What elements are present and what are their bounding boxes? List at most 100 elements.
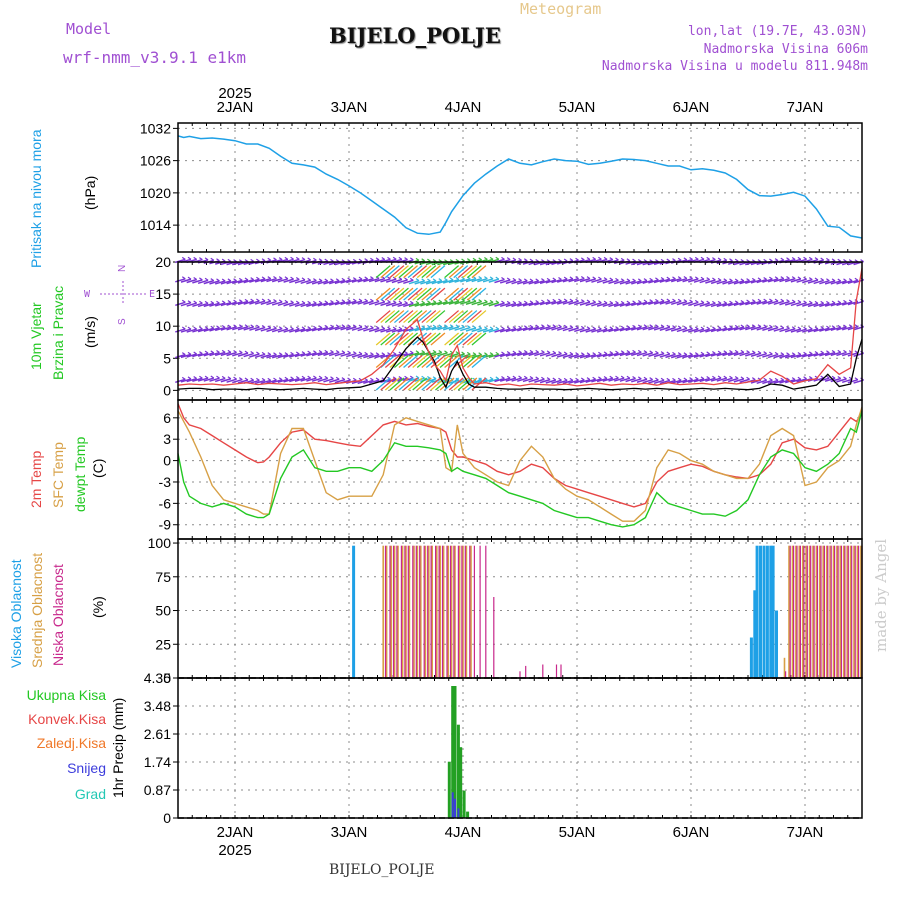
wind-arrow — [408, 302, 420, 308]
wind-arrow — [420, 280, 431, 285]
wind-arrow — [197, 279, 209, 285]
wind-arrow — [642, 378, 653, 384]
wind-arrow-head — [352, 377, 357, 381]
wind-arrow — [363, 300, 374, 305]
wind-arrow-head — [193, 276, 198, 280]
wind-arrow-head — [751, 324, 756, 328]
wind-arrow-head — [501, 375, 505, 379]
wind-arrow — [784, 301, 796, 306]
wind-arrow — [340, 300, 351, 306]
wind-arrow-head — [563, 324, 568, 328]
storm-arrow — [416, 332, 432, 346]
storm-arrow — [430, 265, 446, 279]
storm-arrow — [375, 332, 391, 346]
wind-arrow-head — [763, 258, 768, 262]
y-tick-label: 1014 — [140, 217, 171, 233]
wind-arrow — [693, 278, 705, 283]
wind-arrow-head — [238, 277, 243, 281]
wind-arrow-head — [535, 258, 540, 262]
high-cloud-bar — [769, 545, 773, 678]
wind-arrow — [733, 326, 745, 331]
wind-arrow-head — [518, 350, 522, 354]
wind-arrow — [847, 325, 859, 331]
low-cloud-bar — [793, 545, 795, 678]
wind-arrow — [300, 352, 311, 357]
storm-arrow — [398, 265, 414, 279]
wind-arrow — [368, 300, 380, 306]
wind-arrow-head — [786, 377, 790, 381]
wind-arrow — [351, 326, 363, 331]
low-cloud-bar — [453, 545, 455, 678]
wind-arrow — [545, 326, 556, 331]
wind-arrow-head — [364, 377, 369, 381]
low-cloud-bar — [806, 545, 808, 678]
wind-arrow-head — [774, 325, 779, 329]
wind-arrow-head — [575, 276, 579, 280]
wind-arrow-head — [660, 258, 665, 262]
wind-arrow — [585, 328, 596, 333]
wind-arrow-head — [392, 256, 397, 260]
low-cloud-bar — [851, 545, 853, 678]
low-cloud-bar — [392, 545, 395, 678]
wind-arrow-head — [717, 277, 722, 281]
wind-arrow-head — [677, 276, 682, 280]
bottom-x-tick-label: 2JAN — [217, 824, 254, 841]
wind-arrow — [796, 378, 807, 383]
wind-arrow-head — [250, 377, 255, 381]
wind-arrow-head — [427, 258, 431, 262]
wind-arrow-head — [392, 276, 397, 280]
wind-arrow — [522, 377, 534, 383]
wind-arrow — [813, 352, 824, 357]
wind-arrow-head — [689, 299, 693, 303]
wind-arrow-head — [381, 257, 386, 261]
wind-arrow-head — [563, 298, 568, 302]
storm-arrow — [403, 287, 418, 301]
wind-arrow-head — [586, 326, 591, 330]
wind-arrow — [773, 300, 784, 306]
wind-arrow-head — [808, 326, 813, 330]
wind-arrow — [756, 352, 767, 358]
wind-arrow-head — [649, 350, 654, 354]
wind-arrow — [807, 352, 819, 358]
wind-arrow-head — [592, 299, 597, 303]
storm-arrow — [394, 265, 409, 279]
storm-arrow — [407, 310, 423, 324]
wind-arrow — [585, 301, 596, 307]
wind-arrow — [830, 302, 841, 307]
wind-arrow-head — [563, 276, 568, 280]
low-cloud-bar — [412, 545, 414, 678]
wind-arrow-head — [181, 276, 186, 280]
storm-arrow — [444, 310, 460, 324]
storm-arrow — [398, 287, 414, 301]
wind-arrow-head — [626, 300, 631, 304]
wind-arrow — [653, 278, 665, 284]
wind-arrow-head — [803, 276, 807, 280]
wind-arrow — [431, 326, 442, 331]
wind-arrow-head — [421, 258, 426, 262]
wind-arrow — [562, 379, 574, 385]
wind-arrow-head — [774, 377, 779, 381]
storm-arrow — [380, 377, 396, 391]
storm-arrow — [421, 354, 437, 368]
mid-cloud-bar — [805, 545, 807, 678]
wind-arrow-head — [848, 299, 853, 303]
wind-arrow — [442, 279, 454, 284]
wind-arrow-head — [341, 350, 346, 354]
storm-arrow — [448, 287, 464, 301]
wind-arrow — [807, 328, 819, 333]
wind-arrow-head — [580, 325, 585, 329]
wind-arrow-head — [848, 278, 853, 282]
wind-arrow — [420, 302, 431, 307]
storm-arrow — [421, 377, 437, 391]
wind-arrow-head — [552, 350, 557, 354]
wind-arrow-head — [575, 325, 579, 329]
wind-arrow — [739, 326, 750, 331]
wind-arrow — [847, 279, 859, 285]
storm-arrow — [466, 354, 482, 368]
wind-arrow — [311, 351, 323, 357]
wind-arrow — [197, 377, 209, 382]
wind-arrow-head — [398, 326, 403, 330]
wind-arrow — [505, 377, 517, 382]
wind-arrow-head — [729, 375, 733, 379]
wind-arrow-head — [187, 326, 192, 330]
